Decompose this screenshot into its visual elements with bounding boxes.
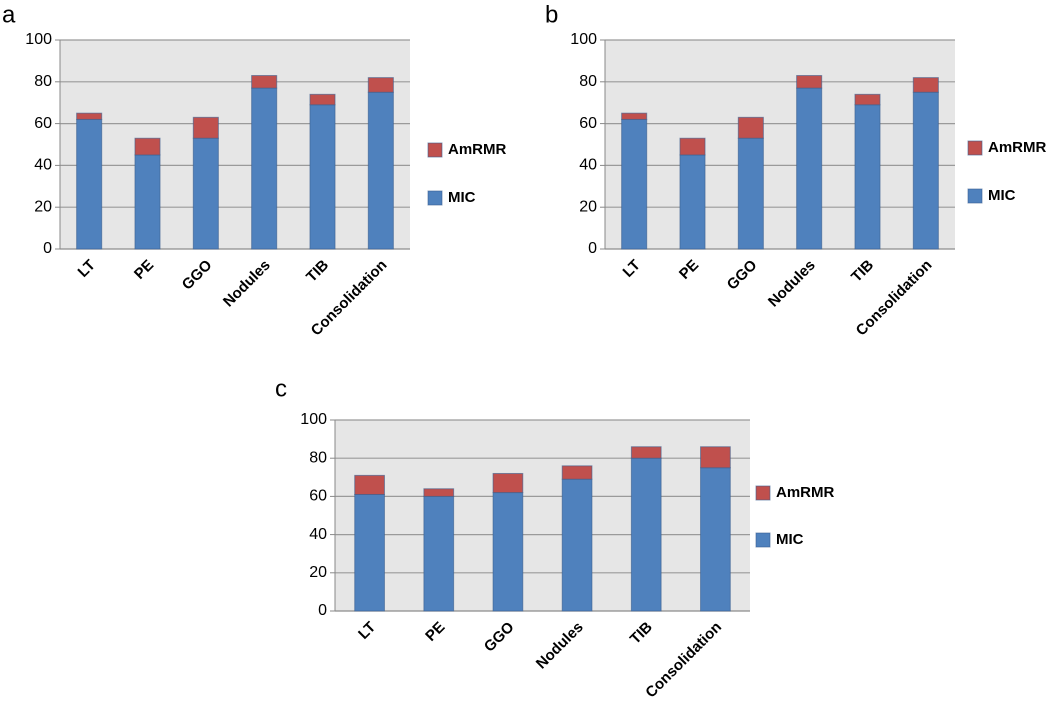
legend-swatch xyxy=(427,142,443,158)
x-tick-label: PE xyxy=(131,257,157,283)
bar-segment xyxy=(854,93,881,106)
bar-segment xyxy=(76,118,103,250)
x-tick-label: TIB xyxy=(627,619,656,648)
bar-segment xyxy=(309,93,336,106)
y-tick-label: 80 xyxy=(579,73,597,90)
bar-segment xyxy=(737,137,764,250)
bar-segment xyxy=(621,112,648,120)
panel-label: a xyxy=(2,1,16,28)
y-tick-label: 100 xyxy=(570,31,597,48)
x-tick-label: GGO xyxy=(179,256,216,293)
legend-swatch xyxy=(967,140,983,156)
x-tick-label: LT xyxy=(355,619,379,643)
panel-label: c xyxy=(275,375,287,402)
y-tick-label: 0 xyxy=(318,602,327,619)
legend-label: MIC xyxy=(448,189,476,206)
y-tick-label: 80 xyxy=(309,449,327,466)
bar-segment xyxy=(561,478,593,612)
x-tick-label: PE xyxy=(422,619,448,645)
y-tick-label: 100 xyxy=(25,31,52,48)
y-tick-label: 60 xyxy=(309,488,327,505)
y-tick-label: 40 xyxy=(34,157,52,174)
x-tick-label: LT xyxy=(75,257,99,281)
legend-label: AmRMR xyxy=(448,141,506,158)
x-tick-label: TIB xyxy=(848,257,877,286)
panel-label: b xyxy=(545,1,558,28)
x-tick-label: TIB xyxy=(303,257,332,286)
bar-segment xyxy=(423,495,455,612)
bar-segment xyxy=(561,465,593,480)
bar-segment xyxy=(737,116,764,139)
x-tick-label: PE xyxy=(676,257,702,283)
y-tick-label: 40 xyxy=(309,526,327,543)
y-tick-label: 100 xyxy=(300,411,327,428)
legend-swatch xyxy=(427,190,443,206)
y-tick-label: 60 xyxy=(579,115,597,132)
y-tick-label: 40 xyxy=(579,157,597,174)
bar-segment xyxy=(354,493,385,612)
legend-label: AmRMR xyxy=(776,484,834,501)
y-tick-label: 0 xyxy=(43,240,52,257)
bar-segment xyxy=(679,137,706,156)
x-tick-label: Nodules xyxy=(220,257,274,311)
x-tick-label: Nodules xyxy=(533,619,587,673)
bar-segment xyxy=(251,87,278,250)
y-tick-label: 80 xyxy=(34,73,52,90)
bar-segment xyxy=(134,137,161,156)
bar-segment xyxy=(192,116,219,139)
bar-segment xyxy=(492,472,524,494)
x-tick-label: GGO xyxy=(481,618,518,655)
x-tick-label: GGO xyxy=(724,256,761,293)
bar-segment xyxy=(630,457,662,612)
y-tick-label: 20 xyxy=(34,198,52,215)
bar-segment xyxy=(367,77,394,93)
legend-swatch xyxy=(755,485,771,501)
bar-segment xyxy=(630,446,662,459)
bar-segment xyxy=(354,474,385,495)
legend-label: MIC xyxy=(988,187,1016,204)
legend-swatch xyxy=(967,188,983,204)
bar-segment xyxy=(192,137,219,250)
y-tick-label: 20 xyxy=(579,198,597,215)
bar-segment xyxy=(854,104,881,250)
bar-segment xyxy=(76,112,103,120)
bar-segment xyxy=(679,154,706,250)
plot-area xyxy=(335,420,750,611)
bar-segment xyxy=(309,104,336,250)
y-tick-label: 0 xyxy=(588,240,597,257)
bar-segment xyxy=(492,492,524,612)
bar-segment xyxy=(700,467,731,612)
x-tick-label: LT xyxy=(620,257,644,281)
legend-label: MIC xyxy=(776,531,804,548)
bar-segment xyxy=(423,488,455,497)
y-tick-label: 20 xyxy=(309,564,327,581)
bar-segment xyxy=(367,91,394,250)
legend-swatch xyxy=(755,532,771,548)
plot-area xyxy=(605,40,955,249)
bar-segment xyxy=(912,91,939,250)
bar-segment xyxy=(251,75,278,89)
plot-area xyxy=(60,40,410,249)
x-tick-label: Nodules xyxy=(765,257,819,311)
bar-segment xyxy=(134,154,161,250)
legend-label: AmRMR xyxy=(988,139,1046,156)
bar-segment xyxy=(912,77,939,93)
bar-segment xyxy=(796,87,823,250)
bar-segment xyxy=(700,446,731,469)
bar-segment xyxy=(621,118,648,250)
bar-segment xyxy=(796,75,823,89)
y-tick-label: 60 xyxy=(34,115,52,132)
